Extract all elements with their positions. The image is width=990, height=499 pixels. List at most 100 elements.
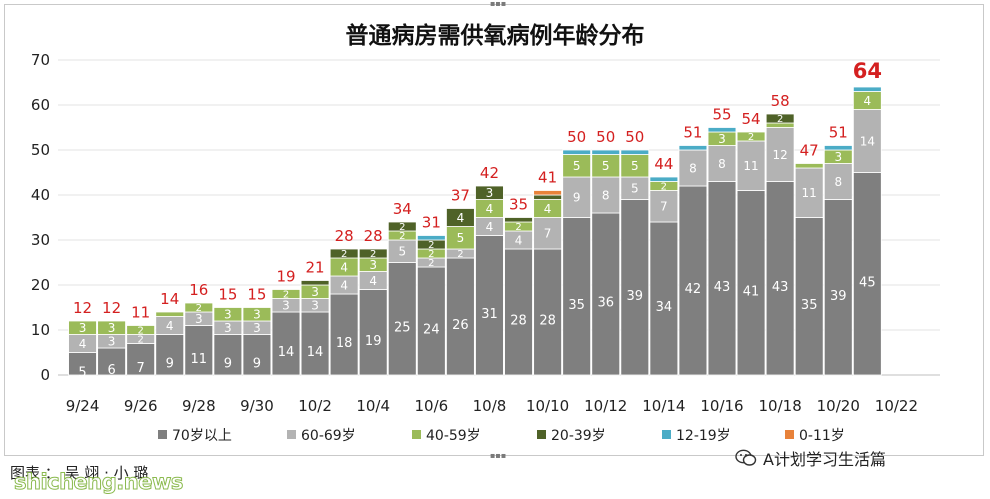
bar-segment	[852, 172, 882, 376]
data-label: 3	[369, 258, 377, 272]
y-tick-label: 60	[31, 96, 50, 114]
data-label: 9	[166, 356, 174, 371]
bar-segment	[533, 217, 562, 250]
data-label: 3	[486, 186, 494, 200]
bar-segment	[329, 293, 359, 376]
bar-segment	[184, 325, 214, 376]
y-tick-label: 10	[31, 321, 50, 339]
bar-segment	[852, 86, 882, 92]
data-label: 3	[311, 299, 319, 313]
bar-segment	[446, 208, 475, 227]
legend-label: 70岁以上	[172, 428, 232, 444]
data-label: 5	[398, 245, 406, 259]
wechat-account: A计划学习生活篇	[735, 446, 886, 470]
data-label: 2	[137, 335, 143, 346]
bar-segment	[533, 190, 562, 196]
data-label: 25	[394, 320, 411, 335]
total-label: 47	[800, 142, 819, 160]
data-label: 8	[602, 188, 610, 202]
total-label: 51	[683, 124, 702, 142]
total-label: 50	[625, 128, 644, 146]
chart-frame: ▪▪▪ ▪▪▪	[4, 0, 984, 460]
total-label: 21	[306, 259, 325, 277]
data-label: 2	[341, 249, 347, 260]
data-label: 41	[743, 284, 760, 299]
data-label: 7	[660, 200, 668, 214]
total-label: 12	[102, 299, 121, 317]
data-label: 35	[801, 298, 818, 313]
data-label: 8	[689, 161, 697, 175]
data-label: 3	[108, 335, 116, 349]
bar-segment	[184, 302, 214, 313]
bar-segment	[562, 149, 592, 155]
y-tick-label: 30	[31, 231, 50, 249]
total-label: 12	[73, 299, 92, 317]
data-label: 7	[544, 227, 552, 241]
data-label: 4	[544, 202, 552, 216]
bar-segment	[562, 176, 592, 218]
data-label: 4	[864, 94, 872, 108]
data-label: 31	[481, 307, 498, 322]
watermark: shicheng.news	[14, 470, 184, 495]
x-tick-label: 10/10	[526, 397, 569, 415]
x-tick-label: 10/14	[642, 397, 685, 415]
data-label: 4	[340, 278, 348, 292]
total-label: 35	[509, 196, 528, 214]
bar-segment	[271, 311, 301, 376]
bar-segment	[97, 347, 126, 376]
legend-label: 20-39岁	[551, 428, 606, 444]
total-label: 50	[596, 128, 615, 146]
bar-segment	[475, 185, 504, 200]
data-label: 4	[486, 220, 494, 234]
data-label: 2	[457, 249, 463, 260]
bar-segment	[387, 221, 417, 232]
data-label: 39	[830, 289, 847, 304]
bar-segment	[736, 190, 766, 376]
data-label: 43	[714, 280, 731, 295]
x-tick-label: 10/8	[473, 397, 507, 415]
bar-segment	[126, 343, 156, 376]
x-tick-label: 10/20	[817, 397, 860, 415]
resize-handle-bottom[interactable]: ▪▪▪	[490, 451, 507, 460]
data-label: 45	[859, 275, 876, 290]
total-label: 50	[567, 128, 586, 146]
x-tick-label: 9/24	[66, 397, 100, 415]
data-label: 11	[802, 186, 817, 200]
total-label: 14	[160, 290, 179, 308]
total-label: 34	[393, 200, 412, 218]
wechat-account-name: A计划学习生活篇	[763, 450, 886, 469]
data-label: 36	[597, 296, 614, 311]
bar-segment	[329, 248, 359, 259]
y-tick-label: 0	[40, 366, 50, 384]
bar-segment	[68, 320, 97, 335]
data-label: 5	[573, 159, 581, 173]
data-label: 9	[224, 356, 232, 371]
data-label: 5	[631, 159, 639, 173]
legend-swatch	[537, 430, 546, 439]
bar-segment	[823, 163, 853, 200]
bar-segment	[765, 181, 795, 376]
total-label: 54	[742, 110, 761, 128]
data-label: 42	[685, 282, 702, 297]
data-label: 2	[428, 249, 434, 260]
total-label: 28	[335, 227, 354, 245]
bar-segment	[242, 334, 272, 376]
data-label: 26	[452, 318, 469, 333]
total-label: 64	[853, 59, 882, 83]
total-label: 37	[451, 187, 470, 205]
data-label: 3	[195, 312, 203, 326]
total-label: 16	[189, 281, 208, 299]
data-label: 3	[224, 321, 232, 335]
y-tick-label: 50	[31, 141, 50, 159]
data-label: 6	[107, 363, 115, 378]
total-label: 15	[247, 286, 266, 304]
total-label: 58	[771, 92, 790, 110]
data-label: 2	[399, 231, 405, 242]
bar-segment	[446, 257, 475, 376]
bar-segment	[300, 280, 330, 286]
bar-segment	[591, 212, 621, 376]
legend-swatch	[662, 430, 671, 439]
legend-swatch	[158, 430, 167, 439]
resize-handle-top[interactable]: ▪▪▪	[490, 0, 507, 8]
x-tick-label: 9/30	[240, 397, 274, 415]
